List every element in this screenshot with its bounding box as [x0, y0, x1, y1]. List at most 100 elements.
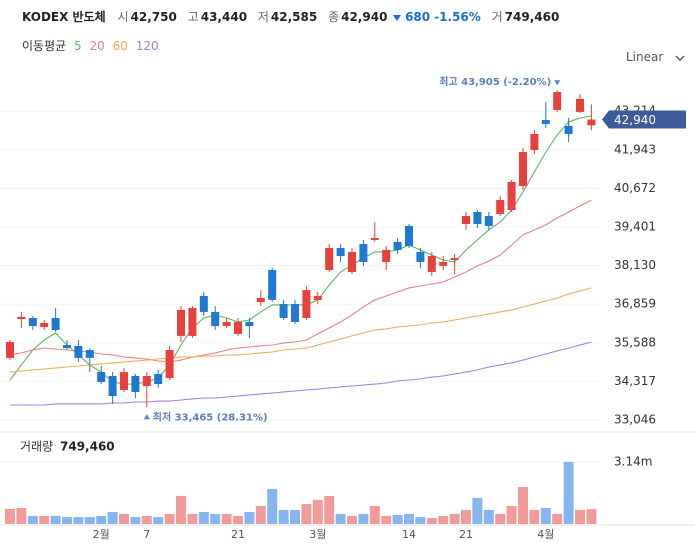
volume-bar — [312, 499, 323, 524]
volume-bar — [16, 507, 27, 524]
candle-body — [74, 345, 83, 358]
candle-body — [405, 225, 413, 247]
candle-body — [462, 215, 470, 225]
candle-body — [154, 374, 163, 385]
candle-body — [382, 249, 391, 262]
volume-bar — [335, 513, 346, 524]
change-pct: -1.56% — [434, 10, 481, 24]
x-tick-label: 21 — [459, 528, 473, 541]
legend-entry[interactable]: 120 — [135, 39, 159, 53]
x-tick-label: 2월 — [93, 528, 110, 541]
volume-bar — [176, 495, 186, 524]
volume-bar — [130, 517, 141, 524]
volume-bar — [506, 506, 517, 524]
volume-bar — [39, 515, 50, 524]
candle-body — [108, 376, 117, 397]
x-tick-label: 14 — [402, 528, 416, 541]
low-annotation: 최저 33,465 (28.31%) — [153, 410, 268, 423]
candle-body — [131, 376, 140, 392]
candle-body — [576, 98, 584, 112]
high-marker — [554, 80, 561, 86]
high-annotation: 최고 43,905 (-2.20%) — [439, 75, 551, 88]
candle-body — [97, 372, 106, 382]
y-tick-label: 40,672 — [614, 181, 656, 195]
volume-bar — [347, 515, 357, 524]
field-label: 저 — [257, 10, 269, 24]
field-label: 고 — [187, 10, 199, 24]
volume-bar — [221, 513, 232, 524]
quote-header: KODEX 반도체 시 42,750 고 43,440 저 42,585 종 42,94… — [22, 8, 566, 25]
candle-body — [188, 307, 197, 336]
y-tick-label: 34,317 — [614, 374, 656, 388]
volume-bar — [449, 513, 460, 524]
field-label: 시 — [117, 10, 129, 24]
candle-body — [530, 133, 539, 151]
x-tick-label: 3월 — [309, 528, 326, 541]
candle-body — [256, 297, 265, 303]
last-price-tag — [602, 110, 686, 129]
volume-bar — [210, 513, 221, 524]
candle-body — [541, 119, 550, 124]
legend-entry[interactable]: 20 — [89, 39, 105, 53]
volume-bar — [529, 509, 540, 524]
x-tick-label: 4월 — [537, 528, 554, 541]
candle-body — [211, 311, 220, 327]
scale-mode[interactable]: Linear — [626, 50, 664, 64]
candle-body — [40, 323, 49, 327]
volume-last: 749,460 — [60, 440, 115, 454]
volume-bar — [495, 513, 506, 524]
candle-body — [85, 350, 94, 358]
y-tick-label: 33,046 — [614, 413, 656, 427]
field-value: 42,940 — [341, 10, 388, 24]
ma-line — [10, 341, 592, 406]
candle-body — [507, 181, 516, 211]
volume-tick-label: 3.14m — [614, 454, 652, 468]
low-marker — [143, 414, 150, 420]
scale-mode-dropdown[interactable]: Linear — [626, 50, 685, 64]
volume-bar — [244, 511, 255, 524]
last-price-label: 42,940 — [614, 113, 656, 127]
candle-body — [51, 317, 60, 330]
volume-bar — [198, 511, 209, 524]
ma-legend: 이동평균 5 20 60 120 — [22, 37, 159, 54]
field-label: 종 — [328, 10, 340, 24]
volume-bar — [187, 513, 198, 524]
candle-body — [199, 295, 208, 312]
candle-body — [336, 247, 345, 257]
candle-body — [302, 290, 311, 318]
candle-body — [564, 125, 573, 134]
volume-bar — [27, 515, 38, 524]
volume-bar — [233, 515, 243, 524]
volume-bar — [540, 507, 551, 524]
candle-body — [416, 251, 425, 262]
volume-bar — [358, 513, 369, 524]
candle-body — [484, 215, 493, 226]
y-tick-label: 39,401 — [614, 220, 656, 234]
volume-bar — [563, 461, 574, 524]
candle-body — [359, 244, 368, 262]
volume-bar — [461, 509, 471, 524]
volume-bar — [438, 515, 449, 524]
candle-body — [268, 270, 277, 300]
field-value: 42,585 — [270, 10, 318, 24]
x-tick-label: 7 — [143, 528, 150, 541]
candle-body — [245, 321, 254, 327]
volume-bar — [84, 517, 95, 524]
field-value: 749,460 — [504, 10, 560, 24]
chevron-icon[interactable] — [675, 54, 685, 62]
down-arrow-icon — [393, 14, 402, 21]
candle-body — [439, 261, 448, 266]
volume-bar — [290, 509, 300, 524]
legend-entry[interactable]: 5 — [74, 39, 82, 53]
candle-body — [473, 212, 482, 225]
candle-body — [120, 372, 128, 390]
volume-bar — [50, 515, 61, 524]
candle-body — [6, 341, 14, 358]
candle-body — [348, 251, 356, 272]
field-value: 43,440 — [200, 10, 248, 24]
y-tick-label: 36,859 — [614, 297, 656, 311]
legend-entry[interactable]: 60 — [112, 39, 128, 53]
candle-body — [279, 304, 288, 318]
volume-bar — [141, 515, 152, 524]
